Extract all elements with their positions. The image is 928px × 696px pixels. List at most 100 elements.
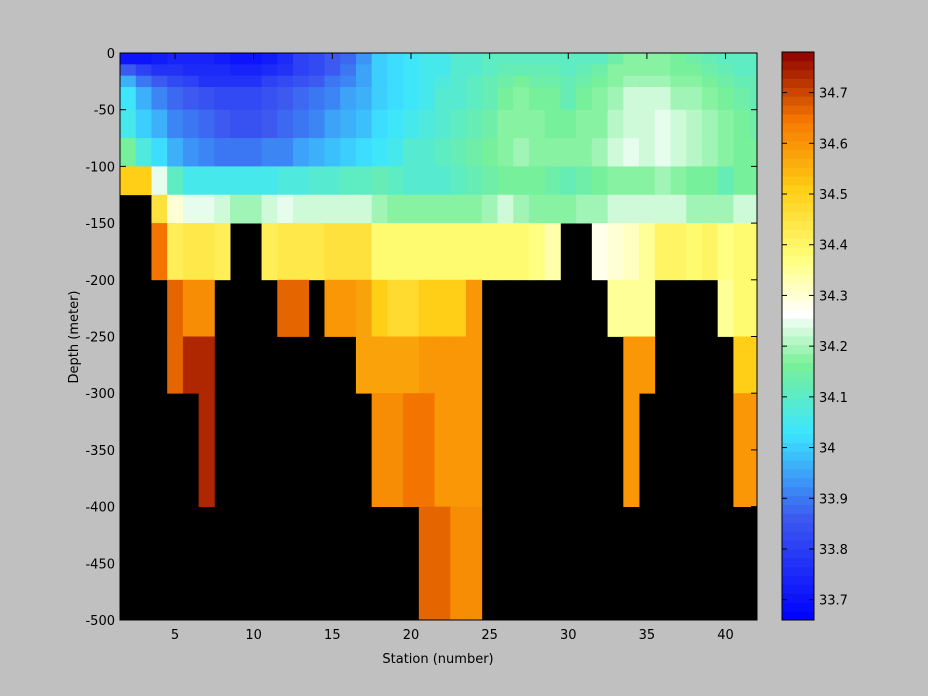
colorbar-level bbox=[782, 105, 814, 115]
colorbar: 33.7 33.8 33.9 34 34.1 34.2 34.3 34.4 34.5 34.6 34… bbox=[781, 51, 848, 621]
colorbar-level bbox=[782, 114, 814, 124]
heatmap-cell bbox=[308, 64, 325, 77]
heatmap-cell bbox=[733, 336, 750, 394]
heatmap-cell bbox=[576, 194, 593, 224]
heatmap-cell bbox=[135, 75, 152, 88]
heatmap-cell bbox=[450, 109, 467, 139]
heatmap-cell bbox=[340, 166, 357, 196]
heatmap-cell bbox=[497, 109, 514, 139]
heatmap-cell bbox=[261, 109, 278, 139]
heatmap-cell bbox=[560, 109, 577, 139]
heatmap-cell bbox=[324, 166, 341, 196]
heatmap-cell bbox=[371, 64, 388, 77]
colorbar-level bbox=[782, 229, 814, 239]
heatmap-cell bbox=[355, 109, 373, 139]
heatmap-cell bbox=[670, 53, 687, 65]
heatmap-cell bbox=[733, 138, 750, 167]
heatmap-cell bbox=[308, 194, 325, 224]
colorbar-level bbox=[782, 69, 814, 80]
heatmap-cell bbox=[607, 109, 624, 139]
heatmap-cell bbox=[387, 64, 404, 77]
heatmap-cell bbox=[120, 166, 137, 196]
heatmap-cell bbox=[371, 194, 388, 224]
heatmap-cell bbox=[607, 194, 624, 224]
heatmap-cell bbox=[686, 109, 703, 139]
heatmap-cell bbox=[355, 75, 373, 88]
colorbar-tick-label: 34.1 bbox=[819, 391, 848, 406]
heatmap-cell bbox=[466, 87, 483, 111]
heatmap-cell bbox=[654, 109, 671, 139]
colorbar-level bbox=[782, 158, 814, 168]
heatmap-cell bbox=[717, 279, 734, 337]
heatmap-cell bbox=[450, 64, 467, 77]
colorbar-level bbox=[782, 327, 814, 337]
colorbar-level bbox=[782, 584, 814, 594]
heatmap-cell bbox=[670, 64, 687, 77]
heatmap-cell bbox=[607, 138, 624, 167]
heatmap-cell bbox=[261, 75, 278, 88]
heatmap-cell bbox=[528, 75, 546, 88]
colorbar-level bbox=[782, 247, 814, 257]
heatmap-cell bbox=[403, 223, 420, 281]
colorbar-tick-label: 34.5 bbox=[819, 188, 848, 203]
heatmap-cell bbox=[560, 194, 577, 224]
heatmap-cell bbox=[245, 166, 262, 196]
heatmap-cell bbox=[670, 109, 687, 139]
heatmap-cell bbox=[749, 138, 758, 167]
heatmap-cell bbox=[528, 223, 546, 281]
heatmap-plot-area: 5 10 15 20 25 30 35 40 0 -50 -100 -150 -200 -250 -300… bbox=[67, 47, 758, 667]
heatmap-cell bbox=[513, 194, 530, 224]
heatmap-cell bbox=[324, 138, 341, 167]
colorbar-level bbox=[782, 309, 814, 319]
heatmap-cell bbox=[544, 194, 561, 224]
heatmap-cell bbox=[308, 166, 325, 196]
heatmap-cell bbox=[214, 109, 231, 139]
heatmap-cell bbox=[497, 223, 514, 281]
heatmap-cell bbox=[450, 223, 467, 281]
heatmap-cell bbox=[182, 223, 200, 281]
heatmap-cell bbox=[182, 87, 200, 111]
heatmap-cell bbox=[701, 87, 719, 111]
heatmap-cell bbox=[623, 223, 640, 281]
heatmap-cell bbox=[639, 75, 656, 88]
colorbar-level bbox=[782, 407, 814, 417]
heatmap-cell bbox=[293, 138, 310, 167]
heatmap-cell bbox=[355, 138, 373, 167]
heatmap-cell bbox=[450, 279, 467, 337]
colorbar-level bbox=[782, 566, 814, 577]
heatmap-cell bbox=[214, 194, 231, 224]
heatmap-cell bbox=[403, 87, 420, 111]
heatmap-cell bbox=[403, 279, 420, 337]
heatmap-cell bbox=[277, 223, 294, 281]
colorbar-level bbox=[782, 353, 814, 364]
heatmap-cell bbox=[261, 223, 278, 281]
colorbar-level bbox=[782, 238, 814, 248]
heatmap-cell bbox=[324, 75, 341, 88]
heatmap-cell bbox=[387, 53, 404, 65]
heatmap-cell bbox=[167, 138, 184, 167]
heatmap-cell bbox=[198, 138, 215, 167]
heatmap-cell bbox=[198, 223, 215, 281]
heatmap-cell bbox=[418, 336, 435, 394]
colorbar-level bbox=[782, 513, 814, 523]
heatmap-cell bbox=[120, 64, 137, 77]
heatmap-cell bbox=[434, 87, 451, 111]
heatmap-cell bbox=[371, 336, 388, 394]
heatmap-cell bbox=[340, 223, 357, 281]
colorbar-level bbox=[782, 575, 814, 585]
heatmap-cell bbox=[340, 87, 357, 111]
heatmap-cell bbox=[418, 166, 435, 196]
y-axis-ticks: 0 -50 -100 -150 -200 -250 -300 -350 -400 -450 -500 bbox=[85, 47, 757, 629]
heatmap-cell bbox=[686, 75, 703, 88]
heatmap-cell bbox=[623, 194, 640, 224]
heatmap-cell bbox=[277, 87, 294, 111]
heatmap-cell bbox=[245, 194, 262, 224]
heatmap-cell bbox=[403, 138, 420, 167]
heatmap-cell bbox=[434, 194, 451, 224]
heatmap-cell bbox=[387, 336, 404, 394]
colorbar-level bbox=[782, 149, 814, 159]
x-axis-label: Station (number) bbox=[382, 652, 493, 667]
heatmap-cell bbox=[544, 223, 561, 281]
heatmap-cell bbox=[277, 166, 294, 196]
heatmap-cell bbox=[513, 75, 530, 88]
